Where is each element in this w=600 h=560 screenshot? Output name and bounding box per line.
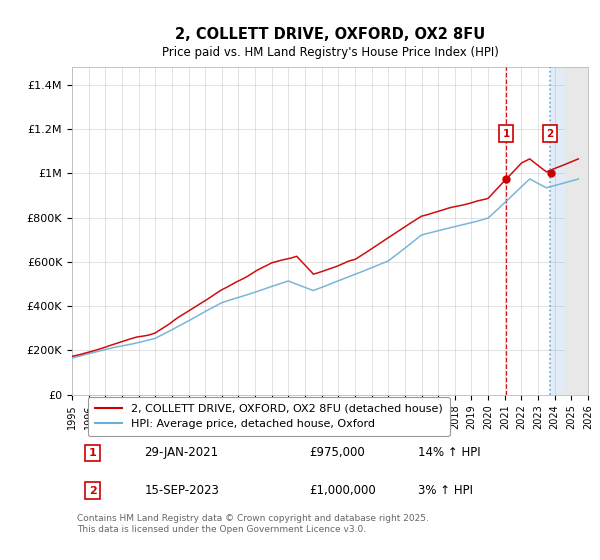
Text: 1: 1 xyxy=(89,448,97,458)
Text: 15-SEP-2023: 15-SEP-2023 xyxy=(144,484,219,497)
Text: 2: 2 xyxy=(547,129,554,138)
Text: £975,000: £975,000 xyxy=(310,446,365,459)
Text: 29-JAN-2021: 29-JAN-2021 xyxy=(144,446,218,459)
Text: Price paid vs. HM Land Registry's House Price Index (HPI): Price paid vs. HM Land Registry's House … xyxy=(161,46,499,59)
Legend: 2, COLLETT DRIVE, OXFORD, OX2 8FU (detached house), HPI: Average price, detached: 2, COLLETT DRIVE, OXFORD, OX2 8FU (detac… xyxy=(88,397,449,436)
Text: 2: 2 xyxy=(89,486,97,496)
Text: 14% ↑ HPI: 14% ↑ HPI xyxy=(418,446,481,459)
Bar xyxy=(565,67,596,395)
Text: 2, COLLETT DRIVE, OXFORD, OX2 8FU: 2, COLLETT DRIVE, OXFORD, OX2 8FU xyxy=(175,27,485,42)
Text: 3% ↑ HPI: 3% ↑ HPI xyxy=(418,484,473,497)
Text: Contains HM Land Registry data © Crown copyright and database right 2025.
This d: Contains HM Land Registry data © Crown c… xyxy=(77,514,429,534)
Text: 1: 1 xyxy=(502,129,510,138)
Text: £1,000,000: £1,000,000 xyxy=(310,484,376,497)
Bar xyxy=(550,67,565,395)
